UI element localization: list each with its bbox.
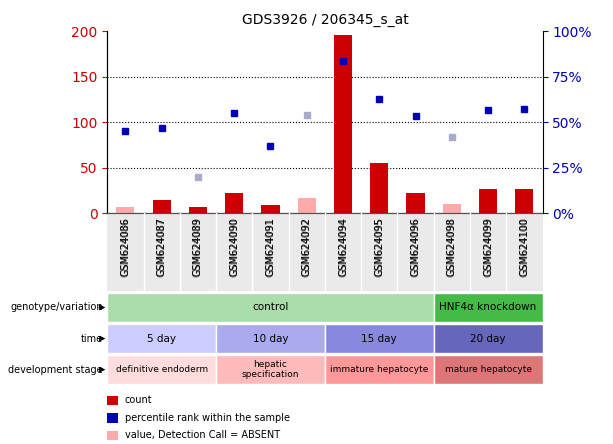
Text: GSM624086: GSM624086 [120, 217, 131, 276]
Bar [325, 355, 434, 384]
Bar [107, 355, 216, 384]
Bar [470, 213, 506, 291]
Text: GSM624087: GSM624087 [157, 217, 167, 276]
Bar [261, 205, 280, 213]
Text: GSM624094: GSM624094 [338, 217, 348, 276]
Bar [406, 193, 425, 213]
Text: GSM624099: GSM624099 [483, 217, 493, 276]
Bar [325, 324, 434, 353]
Bar [361, 213, 397, 291]
Bar [298, 198, 316, 213]
Text: hepatic
specification: hepatic specification [242, 360, 299, 379]
Text: percentile rank within the sample: percentile rank within the sample [124, 413, 290, 423]
Bar [107, 431, 118, 440]
Bar [516, 189, 533, 213]
Text: control: control [253, 302, 289, 313]
Text: 20 day: 20 day [470, 333, 506, 344]
Bar [434, 293, 543, 322]
Bar [397, 213, 433, 291]
Text: development stage: development stage [9, 365, 103, 375]
Text: mature hepatocyte: mature hepatocyte [444, 365, 531, 374]
Text: GSM624090: GSM624090 [229, 217, 239, 276]
Bar [216, 324, 325, 353]
Text: immature hepatocyte: immature hepatocyte [330, 365, 428, 374]
Bar [143, 213, 180, 291]
Bar [107, 293, 434, 322]
Text: count: count [124, 395, 152, 405]
Bar [434, 213, 470, 291]
Bar [116, 207, 134, 213]
Bar [434, 324, 543, 353]
Bar [180, 213, 216, 291]
Bar [153, 200, 171, 213]
Bar [107, 324, 216, 353]
Text: 5 day: 5 day [147, 333, 176, 344]
Bar [334, 35, 352, 213]
Text: 10 day: 10 day [253, 333, 288, 344]
Bar [107, 396, 118, 405]
Text: HNF4α knockdown: HNF4α knockdown [440, 302, 537, 313]
Text: 15 day: 15 day [362, 333, 397, 344]
Text: genotype/variation: genotype/variation [10, 302, 103, 313]
Title: GDS3926 / 206345_s_at: GDS3926 / 206345_s_at [242, 13, 408, 27]
Bar [216, 355, 325, 384]
Bar [107, 213, 143, 291]
Bar [107, 413, 118, 423]
Text: GSM624100: GSM624100 [519, 217, 530, 276]
Text: value, Detection Call = ABSENT: value, Detection Call = ABSENT [124, 431, 280, 440]
Text: GSM624092: GSM624092 [302, 217, 312, 276]
Bar [189, 207, 207, 213]
Bar [479, 189, 497, 213]
Bar [325, 213, 361, 291]
Bar [370, 163, 389, 213]
Bar [216, 213, 253, 291]
Bar [225, 193, 243, 213]
Bar [253, 213, 289, 291]
Text: GSM624098: GSM624098 [447, 217, 457, 276]
Text: time: time [81, 333, 103, 344]
Text: GSM624091: GSM624091 [265, 217, 275, 276]
Bar [506, 213, 543, 291]
Bar [289, 213, 325, 291]
Bar [443, 204, 461, 213]
Text: GSM624089: GSM624089 [193, 217, 203, 276]
Text: GSM624096: GSM624096 [411, 217, 421, 276]
Text: GSM624095: GSM624095 [375, 217, 384, 276]
Text: definitive endoderm: definitive endoderm [116, 365, 208, 374]
Bar [434, 355, 543, 384]
